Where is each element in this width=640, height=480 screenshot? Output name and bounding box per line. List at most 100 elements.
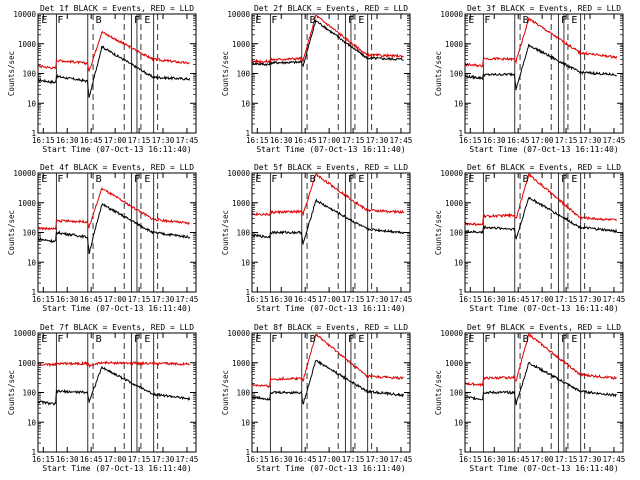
- region-label: F: [561, 174, 567, 185]
- region-label: F: [484, 334, 490, 345]
- region-label: E: [571, 174, 577, 185]
- plot-frame: [37, 172, 197, 293]
- events-series-line: [38, 366, 191, 406]
- region-label: F: [134, 174, 140, 185]
- y-tick-label: 100: [22, 70, 36, 79]
- region-label: F: [484, 15, 490, 26]
- y-tick-label: 10: [241, 99, 251, 108]
- x-tick-label: 17:15: [342, 295, 365, 304]
- x-tick-label: 17:30: [152, 295, 175, 304]
- x-tick-label: 17:00: [531, 295, 554, 304]
- region-label: E: [468, 334, 474, 345]
- x-tick-label: 17:00: [318, 455, 341, 464]
- x-tick-label: 17:00: [531, 455, 554, 464]
- lld-series-line: [38, 187, 190, 231]
- panel-title: Det 7f BLACK = Events, RED = LLD: [40, 323, 194, 332]
- x-tick-label: 16:45: [80, 295, 103, 304]
- y-tick-label: 1000: [445, 359, 464, 368]
- y-tick-label: 1: [458, 129, 463, 138]
- region-label: E: [468, 15, 474, 26]
- y-tick-label: 10: [27, 99, 37, 108]
- x-tick-label: 17:15: [555, 455, 578, 464]
- y-tick-label: 100: [22, 229, 36, 238]
- panel-title: Det 5f BLACK = Events, RED = LLD: [254, 163, 408, 172]
- y-tick-label: 10: [454, 258, 464, 267]
- x-tick-label: 17:45: [390, 136, 413, 145]
- panel-title: Det 4f BLACK = Events, RED = LLD: [40, 163, 194, 172]
- y-tick-label: 10000: [227, 329, 250, 338]
- x-tick-label: 16:15: [459, 295, 482, 304]
- x-tick-label: 16:30: [56, 136, 79, 145]
- x-tick-label: 17:45: [603, 455, 626, 464]
- x-tick-label: 17:00: [104, 455, 127, 464]
- x-tick-label: 16:15: [246, 455, 269, 464]
- x-tick-label: 16:45: [294, 455, 317, 464]
- x-tick-label: 16:15: [32, 295, 55, 304]
- y-tick-label: 10000: [13, 10, 36, 19]
- x-tick-label: 16:45: [507, 295, 530, 304]
- x-tick-label: 17:30: [579, 295, 602, 304]
- region-label: F: [561, 15, 567, 26]
- x-tick-label: 16:30: [270, 136, 293, 145]
- region-label: B: [96, 15, 102, 26]
- y-tick-label: 100: [449, 389, 463, 398]
- y-tick-label: 1000: [445, 40, 464, 49]
- y-tick-label: 10: [241, 418, 251, 427]
- events-series-line: [252, 19, 404, 67]
- x-tick-label: 16:15: [459, 136, 482, 145]
- region-label: E: [41, 15, 47, 26]
- y-tick-label: 1: [245, 448, 250, 457]
- y-tick-label: 1: [458, 448, 463, 457]
- region-label: E: [255, 334, 261, 345]
- y-axis-label: Counts/sec: [434, 210, 443, 255]
- x-tick-label: 17:45: [176, 295, 199, 304]
- y-axis-label: Counts/sec: [221, 370, 230, 415]
- region-label: F: [348, 334, 354, 345]
- x-tick-label: 17:00: [318, 295, 341, 304]
- y-tick-label: 10000: [440, 329, 463, 338]
- x-tick-label: 17:00: [531, 136, 554, 145]
- region-label: E: [468, 174, 474, 185]
- x-tick-label: 17:45: [603, 295, 626, 304]
- y-tick-label: 1: [245, 129, 250, 138]
- y-tick-label: 10000: [227, 10, 250, 19]
- x-axis-label: Start Time (07-Oct-13 16:11:40): [469, 464, 618, 473]
- events-series-line: [38, 203, 191, 255]
- region-label: F: [271, 334, 277, 345]
- lld-series-line: [252, 14, 404, 64]
- y-axis-label: Counts/sec: [221, 51, 230, 96]
- y-tick-label: 100: [236, 389, 250, 398]
- region-label: E: [571, 15, 577, 26]
- y-tick-label: 100: [236, 70, 250, 79]
- events-series-line: [252, 198, 405, 245]
- y-tick-label: 10: [454, 418, 464, 427]
- events-series-line: [465, 361, 617, 406]
- x-tick-label: 17:15: [555, 295, 578, 304]
- y-tick-label: 100: [449, 70, 463, 79]
- region-label: F: [348, 15, 354, 26]
- x-axis-label: Start Time (07-Oct-13 16:11:40): [256, 464, 405, 473]
- y-axis-label: Counts/sec: [7, 210, 16, 255]
- lld-series-line: [465, 333, 617, 388]
- x-tick-label: 17:15: [128, 295, 151, 304]
- x-tick-label: 17:45: [390, 295, 413, 304]
- y-tick-label: 10: [241, 258, 251, 267]
- region-label: E: [144, 15, 150, 26]
- region-label: F: [134, 15, 140, 26]
- x-tick-label: 16:30: [56, 295, 79, 304]
- x-axis-label: Start Time (07-Oct-13 16:11:40): [256, 145, 405, 154]
- y-tick-label: 1000: [232, 40, 251, 49]
- x-tick-label: 17:30: [366, 295, 389, 304]
- region-label: E: [358, 334, 364, 345]
- y-tick-label: 1000: [232, 359, 251, 368]
- y-tick-label: 10000: [13, 329, 36, 338]
- region-label: E: [358, 15, 364, 26]
- y-tick-label: 10000: [227, 169, 250, 178]
- y-tick-label: 1: [458, 288, 463, 297]
